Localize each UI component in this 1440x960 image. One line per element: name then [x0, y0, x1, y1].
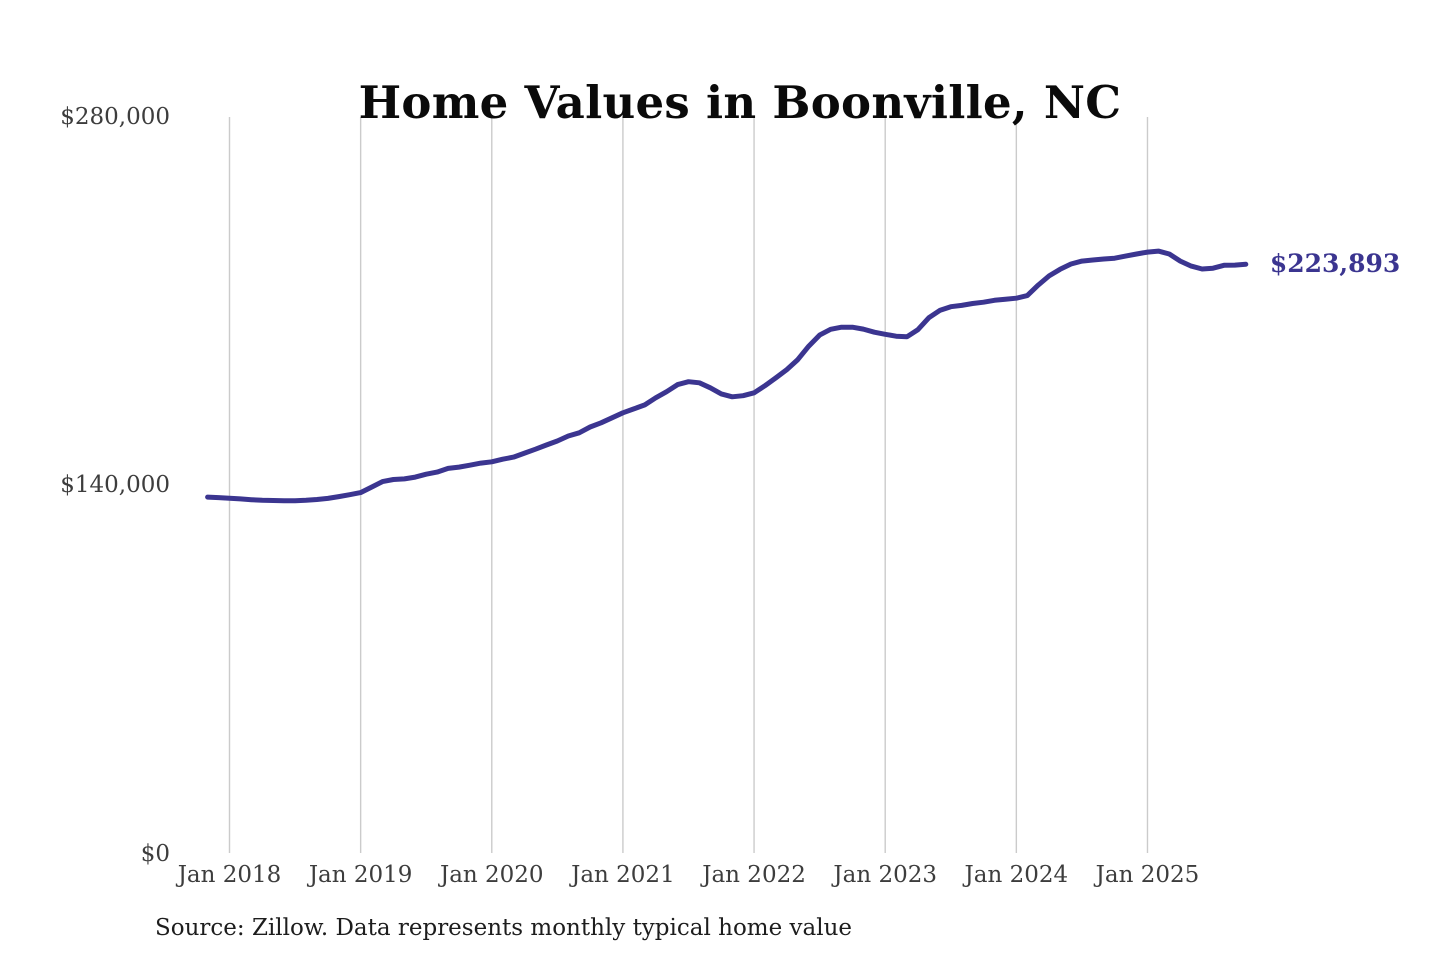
x-axis-tick-label-2020: Jan 2020	[439, 862, 544, 888]
x-axis-tick-label-2021: Jan 2021	[571, 862, 675, 888]
y-axis-tick-label-280000: $280,000	[60, 103, 170, 130]
chart-title: Home Values in Boonville, NC	[358, 76, 1122, 130]
x-axis-tick-label-2022: Jan 2022	[702, 862, 806, 888]
x-axis-tick-label-2018: Jan 2018	[177, 862, 282, 888]
y-axis-tick-label-0: $0	[140, 841, 170, 867]
x-axis-tick-label-2024: Jan 2024	[964, 862, 1069, 888]
home-value-line	[205, 248, 1249, 504]
x-axis-tick-label-2023: Jan 2023	[833, 862, 937, 888]
y-axis-tick-label-140000: $140,000	[60, 472, 170, 499]
x-axis-tick-label-2019: Jan 2019	[308, 862, 413, 888]
source-note: Source: Zillow. Data represents monthly …	[155, 915, 853, 941]
x-axis-tick-label-2025: Jan 2025	[1095, 862, 1200, 888]
latest-value-label: $223,893	[1269, 249, 1401, 279]
